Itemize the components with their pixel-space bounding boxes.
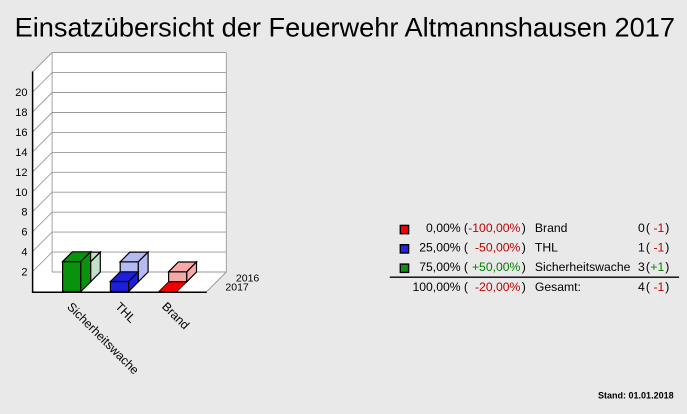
svg-text:0: 0	[638, 221, 645, 235]
svg-text:16: 16	[15, 127, 27, 139]
svg-text:): )	[522, 280, 526, 294]
svg-text:4: 4	[21, 247, 27, 259]
svg-text:-1: -1	[653, 241, 664, 255]
svg-text:4: 4	[638, 280, 645, 294]
svg-text:2: 2	[21, 267, 27, 279]
svg-text:): )	[665, 241, 669, 255]
svg-text:(: (	[646, 241, 650, 255]
svg-text:(: (	[646, 260, 650, 274]
svg-text:0,00%: 0,00%	[426, 221, 461, 235]
svg-text:6: 6	[21, 227, 27, 239]
svg-text:25,00%: 25,00%	[419, 241, 460, 255]
svg-text:18: 18	[15, 107, 27, 119]
svg-text:+1: +1	[650, 260, 664, 274]
svg-text:+50,00%: +50,00%	[472, 260, 521, 274]
svg-text:2016: 2016	[236, 273, 260, 285]
svg-text:14: 14	[15, 147, 27, 159]
svg-text:-1: -1	[653, 221, 664, 235]
svg-text:-20,00%: -20,00%	[475, 280, 521, 294]
svg-text:THL: THL	[535, 241, 558, 255]
svg-text:Einsatzübersicht der Feuerwehr: Einsatzübersicht der Feuerwehr Altmannsh…	[15, 12, 675, 43]
svg-text:(: (	[464, 241, 468, 255]
svg-text:1: 1	[638, 241, 645, 255]
svg-text:75,00%: 75,00%	[419, 260, 460, 274]
svg-text:10: 10	[15, 187, 27, 199]
svg-text:-50,00%: -50,00%	[475, 241, 521, 255]
svg-text:3: 3	[638, 260, 645, 274]
svg-text:20: 20	[15, 87, 27, 99]
svg-text:Stand: 01.01.2018: Stand: 01.01.2018	[598, 391, 674, 401]
svg-text:(: (	[464, 221, 468, 235]
svg-text:): )	[522, 221, 526, 235]
svg-text:Sicherheitswache: Sicherheitswache	[535, 260, 631, 274]
svg-text:(: (	[464, 260, 468, 274]
svg-text:(: (	[646, 221, 650, 235]
svg-text:): )	[665, 280, 669, 294]
svg-text:Brand: Brand	[535, 221, 568, 235]
svg-text:8: 8	[21, 207, 27, 219]
svg-text:100,00%: 100,00%	[412, 280, 460, 294]
svg-text:): )	[665, 260, 669, 274]
svg-text:-1: -1	[653, 280, 664, 294]
svg-text:(: (	[646, 280, 650, 294]
svg-text:12: 12	[15, 167, 27, 179]
svg-text:): )	[522, 241, 526, 255]
svg-text:Gesamt:: Gesamt:	[535, 280, 581, 294]
svg-text:): )	[665, 221, 669, 235]
svg-text:-100,00%: -100,00%	[468, 221, 520, 235]
svg-text:(: (	[464, 280, 468, 294]
svg-text:2017: 2017	[225, 282, 249, 294]
svg-text:): )	[522, 260, 526, 274]
